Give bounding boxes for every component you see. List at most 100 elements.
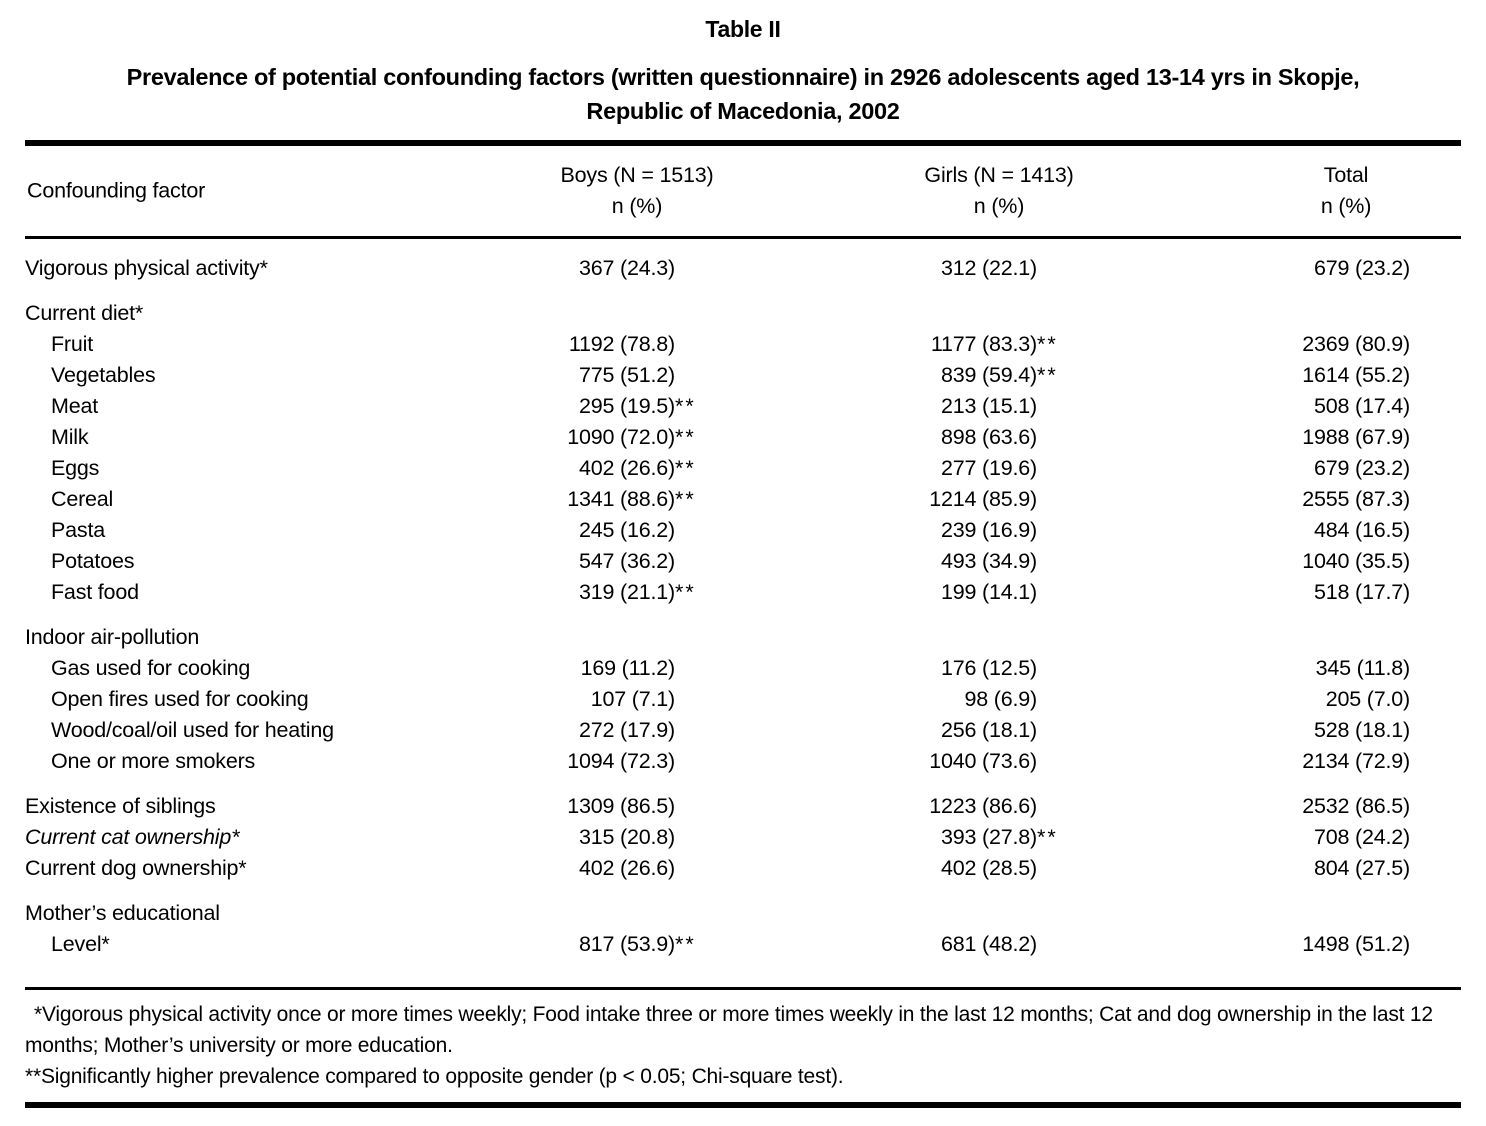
significance-marker (1037, 791, 1073, 822)
girls-value-cell: 256 (18.1) (711, 715, 1073, 746)
row-label: Level* (51, 932, 110, 956)
table-row: Eggs 402 (26.6) ** 277 (19.6) 679 (23.2) (25, 453, 1461, 484)
significance-marker (1410, 822, 1446, 853)
total-value: 1498 (51.2) (1302, 932, 1410, 956)
girls-value-cell: 839 (59.4) ** (711, 360, 1073, 391)
column-header-total-line1: Total (1323, 163, 1369, 187)
significance-marker (1037, 929, 1073, 960)
row-label: Meat (51, 394, 98, 418)
girls-value-cell: 493 (34.9) (711, 546, 1073, 577)
row-label: Cereal (51, 487, 114, 511)
table-row: Pasta 245 (16.2) 239 (16.9) 484 (16.5) (25, 515, 1461, 546)
significance-marker (675, 515, 711, 546)
significance-marker (1037, 622, 1073, 653)
boys-value: 817 (53.9) (578, 932, 675, 956)
boys-value-cell: 402 (26.6) ** (445, 453, 711, 484)
significance-marker (1037, 484, 1073, 515)
total-value: 804 (27.5) (1313, 856, 1410, 880)
column-header-total-line2: n (%) (1320, 194, 1372, 218)
table-row: Vegetables 775 (51.2) 839 (59.4) ** 1614 (55… (25, 360, 1461, 391)
total-value: 679 (23.2) (1313, 456, 1410, 480)
table-row: Existence of siblings 1309 (86.5) 1223 (86… (25, 791, 1461, 822)
total-value-cell: 804 (27.5) (1073, 853, 1446, 884)
row-label: One or more smokers (51, 749, 256, 773)
girls-value-cell (711, 622, 1073, 653)
boys-value: 775 (51.2) (578, 363, 675, 387)
boys-value: 1090 (72.0) (567, 425, 675, 449)
significance-marker: ** (1037, 825, 1058, 849)
boys-value-cell: 775 (51.2) (445, 360, 711, 391)
boys-value: 107 (7.1) (590, 687, 675, 711)
significance-marker: ** (1037, 332, 1058, 356)
significance-marker: ** (675, 580, 696, 604)
girls-value-cell: 1177 (83.3) ** (711, 329, 1073, 360)
significance-marker (1410, 929, 1446, 960)
column-header-boys-line2: n (%) (611, 194, 663, 218)
boys-value-cell (445, 298, 711, 329)
total-value-cell: 205 (7.0) (1073, 684, 1446, 715)
row-label: Existence of siblings (25, 794, 216, 818)
total-value: 345 (11.8) (1315, 656, 1411, 680)
total-value-cell: 1040 (35.5) (1073, 546, 1446, 577)
body-bottom-rule (25, 987, 1461, 990)
table-group-row: Indoor air-pollution (25, 622, 1461, 653)
significance-marker (1037, 298, 1073, 329)
row-label: Current diet* (25, 301, 144, 325)
footnote-asterisk: *Vigorous physical activity once or more… (25, 1003, 1433, 1057)
significance-marker (675, 898, 711, 929)
total-value-cell: 1988 (67.9) (1073, 422, 1446, 453)
boys-value-cell: 272 (17.9) (445, 715, 711, 746)
total-value: 2134 (72.9) (1302, 749, 1410, 773)
total-value: 1614 (55.2) (1302, 363, 1410, 387)
row-label: Wood/coal/oil used for heating (51, 718, 334, 742)
significance-marker (1410, 329, 1446, 360)
significance-marker (1037, 515, 1073, 546)
boys-value-cell (445, 622, 711, 653)
column-header-factor: Confounding factor (27, 178, 206, 203)
girls-value-cell: 898 (63.6) (711, 422, 1073, 453)
significance-marker (675, 360, 711, 391)
significance-marker: ** (675, 425, 696, 449)
row-label: Eggs (51, 456, 100, 480)
girls-value-cell: 213 (15.1) (711, 391, 1073, 422)
significance-marker (675, 791, 711, 822)
significance-marker (675, 715, 711, 746)
table-group-row: Current diet* (25, 298, 1461, 329)
footnotes: *Vigorous physical activity once or more… (25, 999, 1475, 1092)
row-label: Current cat ownership* (25, 825, 240, 849)
significance-marker (1410, 453, 1446, 484)
significance-marker (1410, 298, 1446, 329)
row-label: Current dog ownership* (25, 856, 247, 880)
boys-value: 547 (36.2) (578, 549, 675, 573)
girls-value: 1177 (83.3) (930, 332, 1037, 356)
significance-marker (1410, 391, 1446, 422)
total-value: 2532 (86.5) (1302, 794, 1410, 818)
girls-value: 493 (34.9) (940, 549, 1037, 573)
significance-marker (675, 653, 711, 684)
row-label: Gas used for cooking (51, 656, 251, 680)
boys-value: 315 (20.8) (578, 825, 675, 849)
total-value: 2555 (87.3) (1302, 487, 1410, 511)
table-header-row: Confounding factor Boys (N = 1513) n (%)… (25, 146, 1461, 236)
total-value: 528 (18.1) (1313, 718, 1410, 742)
boys-value-cell: 817 (53.9) ** (445, 929, 711, 960)
significance-marker (1410, 653, 1446, 684)
girls-value: 256 (18.1) (940, 718, 1037, 742)
girls-value-cell: 1223 (86.6) (711, 791, 1073, 822)
total-value: 518 (17.7) (1313, 580, 1410, 604)
girls-value: 839 (59.4) (940, 363, 1037, 387)
significance-marker (1037, 653, 1073, 684)
significance-marker (675, 853, 711, 884)
girls-value-cell: 199 (14.1) (711, 577, 1073, 608)
table-row: Gas used for cooking 169 (11.2) 176 (12.5)… (25, 653, 1461, 684)
boys-value-cell (445, 898, 711, 929)
boys-value-cell: 1094 (72.3) (445, 746, 711, 777)
girls-value: 1040 (73.6) (929, 749, 1037, 773)
table-row: Current cat ownership* 315 (20.8) 393 (27.… (25, 822, 1461, 853)
total-value-cell (1073, 622, 1446, 653)
boys-value-cell: 367 (24.3) (445, 253, 711, 284)
header-rule (25, 236, 1461, 239)
table-group-row: Mother’s educational (25, 898, 1461, 929)
significance-marker (675, 822, 711, 853)
table-title-line-1: Prevalence of potential confounding fact… (126, 64, 1360, 90)
